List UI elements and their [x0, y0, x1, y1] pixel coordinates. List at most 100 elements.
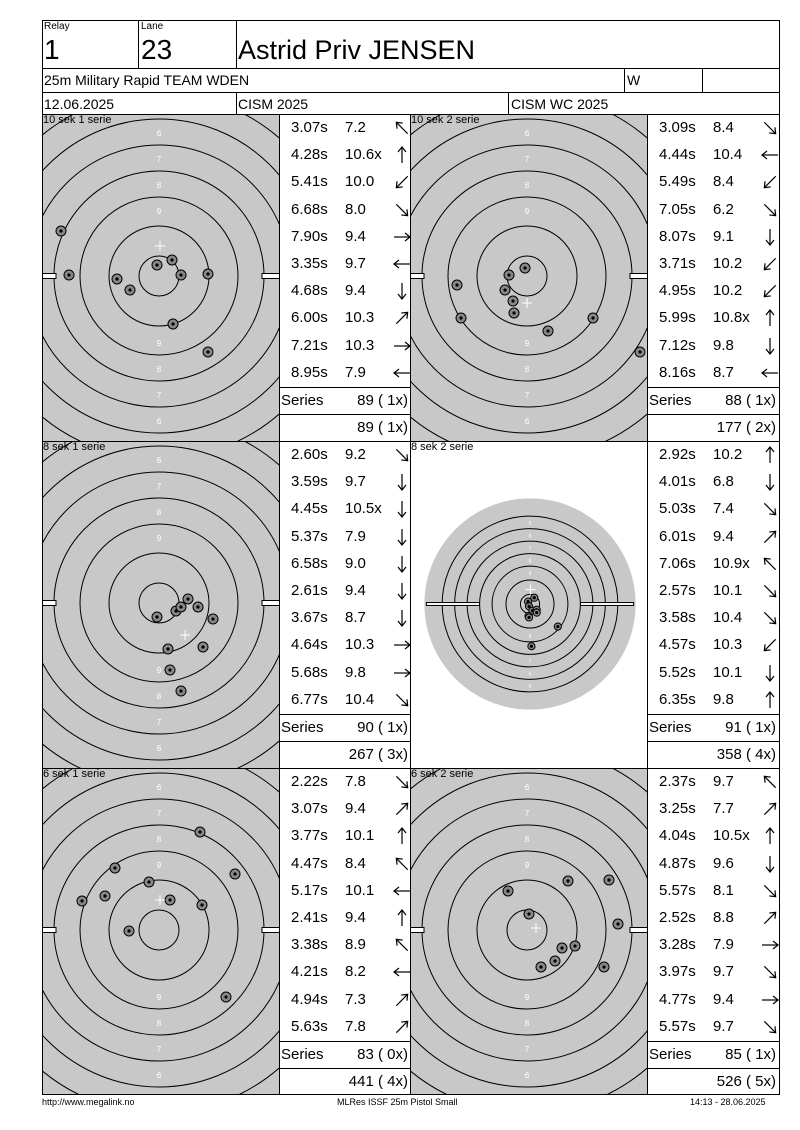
ring-label: 9 — [157, 534, 162, 543]
shot-score: 10.4 — [713, 146, 743, 164]
shot-row: 2.92s 10.2 — [659, 446, 779, 466]
shot-time: 2.37s — [659, 773, 696, 790]
target-face: 5566778899 — [43, 115, 279, 441]
shot-hole — [76, 895, 88, 907]
shot-row: 5.49s 8.4 — [659, 173, 779, 193]
ring-label: 7 — [157, 155, 162, 164]
shot-time: 5.57s — [659, 881, 696, 899]
shot-row: 6.68s 8.0 — [291, 201, 411, 221]
shot-hole — [532, 608, 541, 617]
shot-row: 2.37s 9.7 — [659, 773, 779, 793]
shot-row: 6.35s 9.8 — [659, 691, 779, 711]
direction-arrow-icon — [397, 283, 407, 301]
direction-arrow-icon — [765, 664, 775, 682]
shot-time: 5.17s — [291, 881, 328, 899]
direction-arrow-icon — [763, 884, 777, 898]
shot-hole — [109, 862, 121, 874]
footer-timestamp: 14:13 - 28.06.2025 — [690, 1097, 766, 1107]
aim-cross — [180, 630, 190, 640]
shot-time: 4.47s — [291, 854, 328, 872]
footer-software: MLRes ISSF 25m Pistol Small — [337, 1097, 458, 1107]
target-ring — [476, 879, 578, 981]
shot-row: 4.44s 10.4 — [659, 146, 779, 166]
shot-time: 3.58s — [659, 609, 696, 627]
series-title: 8 sek 2 serie — [411, 441, 474, 453]
target-bar-right — [579, 602, 635, 606]
shot-time: 5.99s — [659, 309, 696, 327]
aim-cross — [155, 895, 165, 905]
shot-score: 8.7 — [713, 363, 734, 381]
shot-time: 3.07s — [291, 800, 328, 818]
footer-url[interactable]: http://www.megalink.no — [42, 1097, 135, 1107]
shot-score: 10.2 — [713, 446, 743, 463]
direction-arrow-icon — [763, 176, 777, 189]
target-bar-right — [629, 273, 647, 279]
ring-label: 6 — [157, 417, 162, 426]
ring-label: 7 — [157, 482, 162, 491]
shot-score: 8.4 — [713, 119, 734, 136]
ring-label: 6 — [157, 456, 162, 465]
ring-label: 8 — [157, 181, 162, 190]
direction-arrow-icon — [397, 583, 407, 600]
shot-row: 5.52s 10.1 — [659, 664, 779, 684]
shot-score: 8.4 — [713, 173, 734, 191]
direction-arrow-icon — [765, 337, 775, 355]
ring-label: 7 — [157, 391, 162, 400]
direction-arrow-icon — [395, 448, 409, 462]
direction-arrow-icon — [393, 886, 410, 896]
event-date: 12.06.2025 — [44, 96, 115, 112]
shot-score: 9.7 — [713, 773, 734, 790]
shot-time: 6.58s — [291, 554, 328, 572]
target-ring — [43, 798, 279, 1062]
direction-arrow-icon — [763, 911, 777, 925]
target-face: 5566778899 — [43, 442, 279, 768]
direction-arrow-icon — [765, 446, 775, 463]
target-bar-right — [629, 927, 647, 933]
series-title: 10 sek 2 serie — [411, 114, 480, 126]
running-total: 177 ( 2x) — [716, 419, 776, 436]
shot-score: 7.8 — [345, 1017, 366, 1035]
shot-row: 5.37s 7.9 — [291, 528, 411, 548]
shot-row: 3.35s 9.7 — [291, 255, 411, 275]
shot-row: 4.95s 10.2 — [659, 282, 779, 302]
target-bar-left — [43, 600, 57, 606]
shot-hole — [207, 613, 219, 625]
ring-label: 9 — [525, 993, 530, 1002]
direction-arrow-icon — [763, 966, 777, 979]
shot-score: 7.2 — [345, 119, 366, 136]
direction-arrow-icon — [395, 857, 409, 870]
shot-hole — [164, 664, 176, 676]
direction-arrow-icon — [395, 802, 409, 816]
target-ring — [447, 850, 607, 1010]
shot-time: 4.04s — [659, 827, 696, 845]
shot-score: 10.6x — [345, 146, 382, 164]
shot-row: 6.58s 9.0 — [291, 555, 411, 575]
shot-hole — [99, 890, 111, 902]
target-bar-right — [261, 273, 279, 279]
shot-score: 8.0 — [345, 200, 366, 218]
shot-row: 4.21s 8.2 — [291, 963, 411, 983]
shot-score: 10.5x — [713, 827, 750, 845]
direction-arrow-icon — [394, 668, 411, 678]
ring-label: 6 — [525, 783, 530, 792]
shot-time: 4.21s — [291, 963, 328, 981]
shot-hole — [220, 991, 232, 1003]
target-ring — [138, 909, 180, 951]
target-bar-left — [43, 273, 57, 279]
direction-arrow-icon — [765, 855, 775, 873]
target-bar-left — [43, 927, 57, 933]
target-ring — [447, 196, 607, 356]
direction-arrow-icon — [394, 232, 411, 242]
target-ring — [108, 552, 210, 654]
shot-row: 4.47s 8.4 — [291, 855, 411, 875]
shot-score: 9.4 — [345, 909, 366, 926]
series-label: Series — [281, 719, 324, 736]
ring-label: 9 — [157, 666, 162, 675]
ring-label: 6 — [157, 1071, 162, 1080]
shot-time: 5.63s — [291, 1017, 328, 1035]
shot-row: 3.25s 7.7 — [659, 800, 779, 820]
running-total: 89 ( 1x) — [357, 419, 408, 436]
shot-row: 2.22s 7.8 — [291, 773, 411, 793]
ring-label: 6 — [157, 783, 162, 792]
ring-label: 6 — [157, 129, 162, 138]
